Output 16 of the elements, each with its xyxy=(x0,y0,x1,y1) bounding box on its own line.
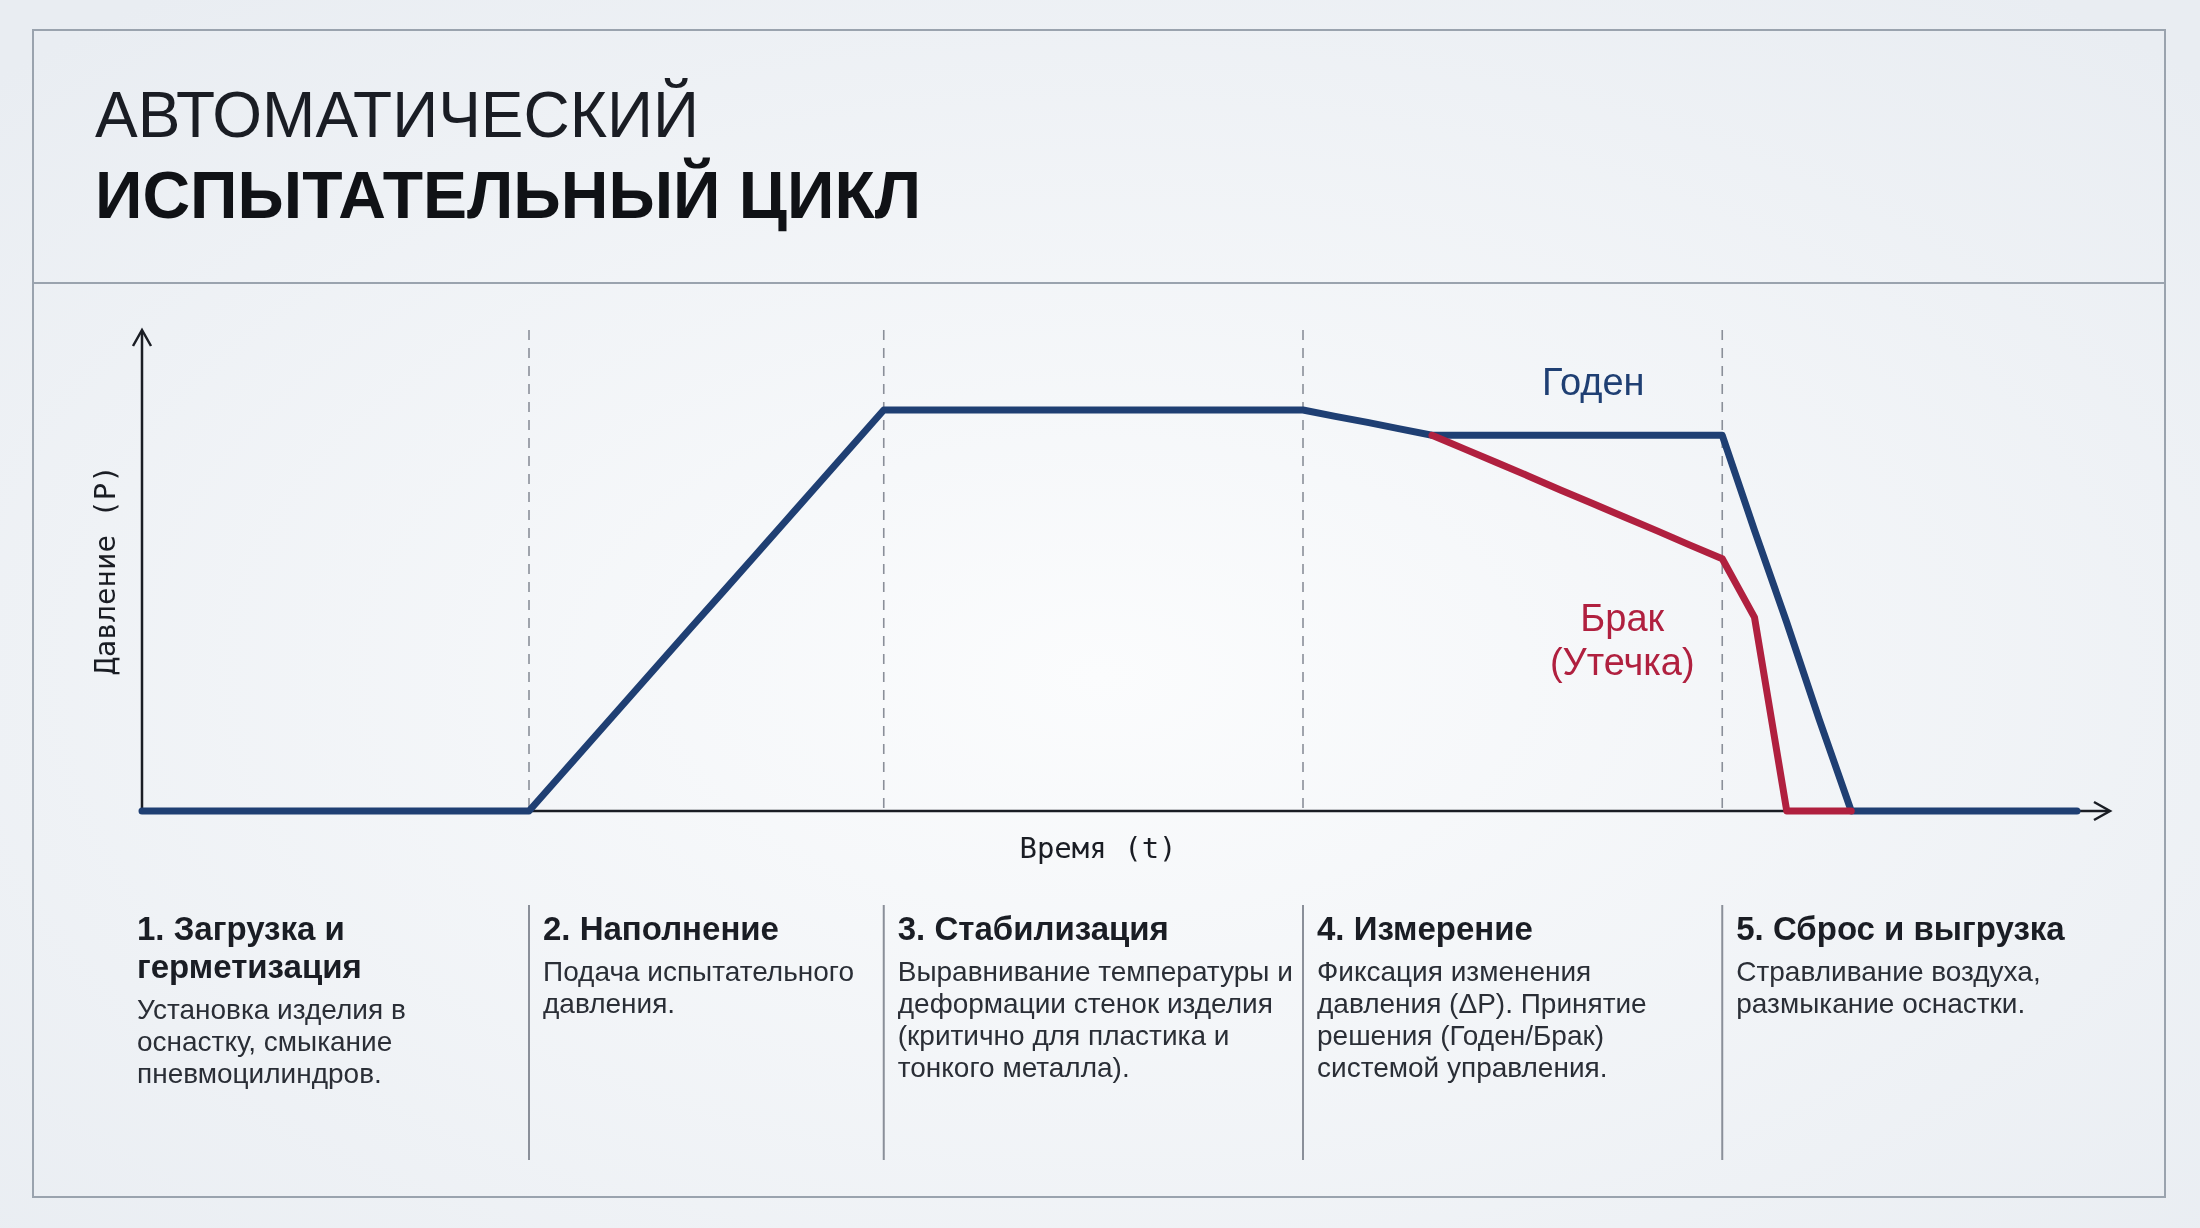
text: Подача испытательного давления. xyxy=(543,956,855,1020)
text: 2. Наполнение xyxy=(543,910,780,948)
text: 5. Сброс и выгрузка xyxy=(1736,910,2066,948)
text: Установка изделия в оснастку, смыкание пневмоцилиндров. xyxy=(137,994,407,1090)
text: Стравливание воздуха, размыкание оснастки. xyxy=(1736,956,2042,1020)
text: Фиксация изменения давления (ΔP). Принятие решения (Годен/Брак) системой управления. xyxy=(1317,956,1648,1084)
chart-title: АВТОМАТИЧЕСКИЙ xyxy=(95,78,700,151)
text: 4. Измерение xyxy=(1317,910,1534,948)
text: 1. Загрузка и герметизация xyxy=(137,910,363,986)
y-axis-title: Давление (P) xyxy=(88,465,122,675)
text: Выравнивание температуры и деформации стенок изделия (критично для пластика и тонкого металла). xyxy=(897,956,1293,1084)
x-axis-title: Время (t) xyxy=(1019,831,1177,865)
series-label: Годен xyxy=(1541,361,1645,403)
chart-subtitle: ИСПЫТАТЕЛЬНЫЙ ЦИКЛ xyxy=(95,157,922,232)
text: 3. Стабилизация xyxy=(897,910,1170,948)
series-label: Брак (Утечка) xyxy=(1549,596,1695,683)
